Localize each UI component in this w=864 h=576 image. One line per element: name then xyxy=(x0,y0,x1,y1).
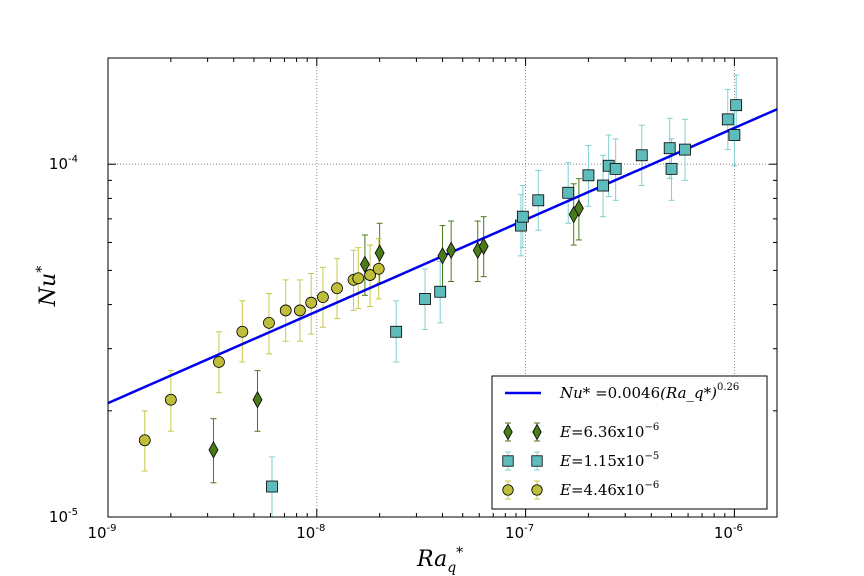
data-point-square xyxy=(266,480,278,493)
data-point-square xyxy=(663,142,676,155)
x-axis-label-star: * xyxy=(456,545,463,561)
data-point-square xyxy=(679,143,691,156)
x-axis-label-main: Ra xyxy=(416,547,447,572)
y-tick-label: 10-4 xyxy=(49,154,78,173)
data-point-circle xyxy=(293,304,306,317)
legend-label-square: E=1.15x10−5 xyxy=(559,451,659,470)
svg-text:Nu*: Nu* xyxy=(34,266,61,307)
data-point-square xyxy=(390,325,403,338)
series-square-points xyxy=(266,99,743,493)
data-point-diamond xyxy=(478,237,489,256)
legend-fit-label: Nu* =0.0046(Ra_q*)0.26 xyxy=(559,382,739,402)
legend-marker-diamond xyxy=(532,423,542,441)
data-point-square xyxy=(730,99,743,112)
data-point-square xyxy=(728,129,741,141)
data-point-square xyxy=(419,293,431,305)
data-point-circle xyxy=(138,434,151,447)
data-point-circle xyxy=(279,304,292,317)
y-tick-label: 10-5 xyxy=(49,507,78,526)
legend-marker-square xyxy=(531,455,543,467)
data-point-diamond xyxy=(437,246,448,265)
data-point-diamond xyxy=(252,390,263,409)
legend-marker-square xyxy=(502,455,514,467)
x-axis-label: Raq* xyxy=(416,545,463,576)
data-point-square xyxy=(516,210,529,223)
data-point-circle xyxy=(352,272,365,285)
legend: Nu* =0.0046(Ra_q*)0.26 E=6.36x10−6 E=1.15x… xyxy=(491,375,768,510)
data-point-square xyxy=(434,285,447,298)
x-tick-label: 10-6 xyxy=(714,523,743,542)
axis-ticks: 10-9 10-8 10-7 10-6 10-5 10-4 xyxy=(49,58,777,542)
series-circle-points xyxy=(138,262,385,447)
legend-marker-circle xyxy=(531,484,543,496)
series-diamond-points xyxy=(208,199,584,459)
data-point-diamond xyxy=(446,241,457,260)
data-point-diamond xyxy=(374,244,385,262)
grid-lines xyxy=(108,58,777,517)
x-axis-label-sub: q xyxy=(447,560,456,576)
legend-label-diamond: E=6.36x10−6 xyxy=(559,422,659,441)
data-point-square xyxy=(665,162,678,175)
y-axis-label-star: * xyxy=(34,266,50,273)
data-point-square xyxy=(582,169,595,182)
data-point-circle xyxy=(364,269,376,281)
data-point-square xyxy=(532,194,545,207)
data-point-circle xyxy=(372,262,385,275)
data-point-square xyxy=(635,149,648,162)
x-tick-label: 10-8 xyxy=(296,523,325,542)
data-point-circle xyxy=(164,393,177,406)
data-point-circle xyxy=(305,296,318,309)
y-axis-label-main: Nu xyxy=(36,273,61,307)
data-point-square xyxy=(609,162,622,175)
data-point-circle xyxy=(317,291,329,304)
data-point-diamond xyxy=(208,441,219,459)
x-tick-label: 10-7 xyxy=(505,523,534,542)
legend-marker-circle xyxy=(502,484,514,496)
legend-entries: Nu* =0.0046(Ra_q*)0.26 E=6.36x10−6 E=1.15x… xyxy=(502,382,739,500)
data-point-circle xyxy=(236,325,249,338)
legend-marker-diamond xyxy=(503,423,513,441)
data-layer xyxy=(108,74,777,517)
legend-label-circle: E=4.46x10−6 xyxy=(559,480,659,499)
data-point-square xyxy=(562,186,575,199)
y-axis-label: Nu* xyxy=(34,266,61,307)
x-tick-label: 10-9 xyxy=(87,523,116,542)
data-point-circle xyxy=(213,356,225,368)
data-point-square xyxy=(721,113,734,126)
data-point-diamond xyxy=(573,199,584,218)
data-point-square xyxy=(597,179,609,192)
data-point-circle xyxy=(263,316,275,329)
data-point-circle xyxy=(331,282,343,295)
